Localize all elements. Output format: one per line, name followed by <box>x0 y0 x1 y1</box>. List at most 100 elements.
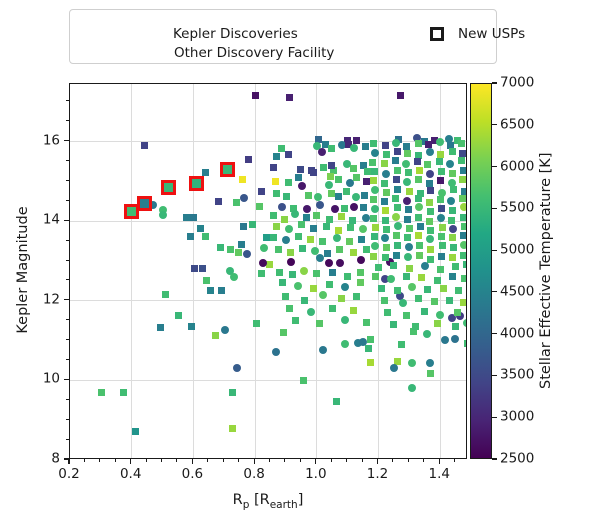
data-point <box>234 248 242 256</box>
data-point <box>426 207 434 215</box>
data-point <box>415 203 424 212</box>
data-point <box>459 195 466 203</box>
data-point <box>304 191 312 199</box>
y-minor-tick <box>66 259 69 261</box>
data-point <box>459 150 466 158</box>
y-tick-label: 14 <box>42 211 60 228</box>
colorbar-label: Stellar Effective Temperature [K] <box>538 152 554 390</box>
data-point <box>421 138 429 146</box>
y-tick <box>64 219 69 221</box>
data-point <box>385 257 394 266</box>
data-point <box>416 241 424 249</box>
data-point <box>312 142 321 151</box>
data-point <box>370 232 378 240</box>
data-point <box>338 212 345 220</box>
data-point <box>149 200 158 209</box>
data-point <box>402 159 411 168</box>
data-point <box>174 311 182 319</box>
data-point <box>341 340 350 349</box>
y-tick-label: 16 <box>42 132 60 149</box>
data-point <box>381 254 389 262</box>
data-point <box>300 377 308 385</box>
colorbar-tick <box>492 416 497 418</box>
data-point <box>404 169 412 177</box>
x-tick <box>68 459 70 464</box>
data-point <box>341 204 349 212</box>
data-point <box>452 323 460 331</box>
y-minor-tick <box>66 179 69 181</box>
data-point <box>449 185 457 193</box>
x-minor-tick <box>222 459 224 462</box>
data-point <box>276 268 284 276</box>
data-point <box>300 267 309 275</box>
x-tick-label: 0.2 <box>58 466 80 482</box>
data-point <box>313 211 321 219</box>
data-point <box>238 240 246 248</box>
gridline-y <box>70 379 466 381</box>
data-point <box>353 174 361 181</box>
other-facility-circle-icon <box>150 48 160 58</box>
x-tick-label: 0.8 <box>243 466 265 482</box>
data-point <box>285 94 293 102</box>
data-point <box>404 150 412 158</box>
data-point <box>257 187 265 195</box>
y-minor-tick <box>66 319 69 321</box>
data-point <box>427 186 435 194</box>
data-point <box>325 259 334 268</box>
data-point <box>422 330 431 339</box>
x-minor-tick <box>284 459 286 462</box>
data-point <box>392 213 401 222</box>
data-point <box>245 156 253 164</box>
data-point <box>461 275 466 283</box>
data-point <box>338 295 345 303</box>
data-point <box>459 166 466 174</box>
legend-item-kepler: Kepler Discoveries <box>150 24 298 44</box>
data-point <box>294 174 302 181</box>
data-point <box>328 268 336 276</box>
data-point <box>242 250 251 259</box>
data-point <box>270 234 278 242</box>
x-tick <box>438 459 440 464</box>
data-point <box>334 175 342 183</box>
data-point <box>362 214 371 223</box>
gridline-y <box>70 141 466 143</box>
y-tick <box>64 140 69 142</box>
x-minor-tick <box>207 459 209 462</box>
data-point <box>370 241 379 250</box>
data-point <box>345 140 353 148</box>
data-point <box>371 186 380 195</box>
data-point <box>230 272 239 281</box>
data-point <box>361 191 369 199</box>
x-tick-label: 1.0 <box>305 466 327 482</box>
gridline-x <box>254 84 256 458</box>
data-point <box>402 312 410 320</box>
data-point <box>426 369 434 377</box>
x-minor-tick <box>145 459 147 462</box>
legend-item-usp: New USPs <box>430 24 525 44</box>
data-point <box>198 264 206 272</box>
data-point <box>280 329 287 337</box>
data-point <box>415 231 423 239</box>
data-point <box>334 193 342 201</box>
data-point <box>318 290 327 299</box>
data-point <box>369 158 377 166</box>
x-minor-tick <box>423 459 425 462</box>
colorbar <box>470 83 492 459</box>
data-point <box>284 150 292 158</box>
data-point <box>366 359 374 367</box>
y-tick <box>64 458 69 460</box>
data-point <box>310 285 318 293</box>
data-point <box>416 222 424 230</box>
data-point <box>309 169 317 177</box>
data-point <box>357 255 366 264</box>
data-point <box>386 274 395 283</box>
data-point <box>448 216 456 224</box>
data-point <box>256 202 264 210</box>
data-point <box>225 267 234 275</box>
data-point <box>196 224 204 232</box>
y-minor-tick <box>66 398 69 400</box>
data-point <box>343 187 351 195</box>
colorbar-tick-label: 5000 <box>500 241 535 258</box>
x-minor-tick <box>161 459 163 462</box>
data-point <box>325 280 333 288</box>
